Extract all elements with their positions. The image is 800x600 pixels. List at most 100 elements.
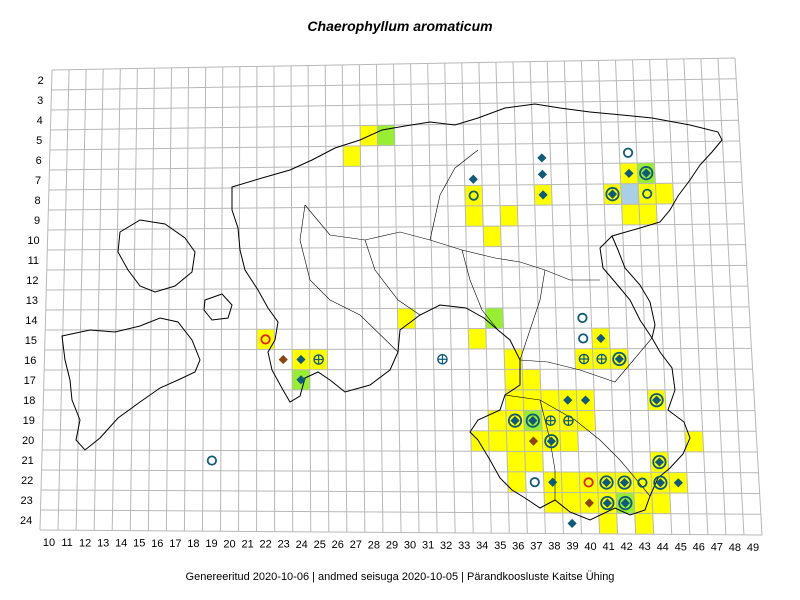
diamond-symbol [601, 477, 612, 488]
marker-ringdiamond [612, 351, 627, 367]
marker-ringdiamond [618, 496, 633, 511]
column-label: 45 [675, 541, 687, 553]
diamond-symbol [528, 436, 539, 446]
grid-line-vertical [129, 68, 138, 531]
grid-cell-35-19 [488, 410, 507, 431]
column-label: 16 [151, 538, 163, 550]
ring-symbol [649, 393, 664, 408]
diamond-symbol [296, 354, 306, 365]
ring-symbol [578, 333, 589, 344]
grid-line-vertical [307, 65, 312, 532]
grid-line-vertical [375, 64, 384, 533]
marker-ringdiamond [600, 495, 615, 511]
grid-line-vertical [563, 60, 582, 534]
ring-symbol [652, 454, 667, 470]
row-label: 15 [25, 335, 37, 347]
grid-line-vertical [111, 68, 121, 531]
grid-cell-36-21 [507, 451, 526, 472]
diamond-symbol [614, 354, 624, 364]
marker-diamond [673, 478, 683, 488]
diamond-symbol [652, 395, 662, 405]
marker-diamond [538, 190, 548, 200]
column-label: 37 [530, 540, 542, 552]
column-label: 25 [314, 539, 326, 551]
grid-cell-38-23 [544, 492, 563, 514]
column-label: 10 [43, 537, 55, 549]
grid-line-vertical [341, 64, 348, 533]
column-label: 21 [241, 538, 253, 550]
grid-line-vertical [478, 62, 492, 534]
county-borders [299, 149, 653, 500]
grid-line-vertical [700, 58, 727, 535]
occurrence-cells [256, 125, 704, 535]
grid-line-horizontal [42, 449, 758, 453]
diamond-symbol [546, 436, 556, 446]
diamond-symbol [619, 477, 630, 488]
ring-symbol [622, 147, 634, 158]
grid-cell-27-6 [343, 145, 361, 167]
column-label: 23 [278, 539, 290, 551]
grid-line-vertical [495, 62, 510, 534]
marker-ring [468, 190, 479, 201]
marker-diamondbrown [528, 436, 539, 446]
grid-cell-43-23 [633, 492, 653, 514]
marker-cross [545, 415, 556, 426]
grid-line-vertical [393, 63, 402, 533]
grid-line-vertical [75, 69, 87, 531]
grid-line-horizontal [49, 140, 740, 151]
grid-line-vertical [546, 61, 564, 534]
column-label: 48 [729, 542, 741, 554]
column-label: 28 [368, 539, 380, 551]
diamond-symbol [538, 190, 548, 200]
grid-line-horizontal [40, 509, 761, 515]
grid-cell-44-23 [651, 493, 671, 514]
diamond-symbol [537, 169, 548, 179]
grid-cell-40-22 [579, 472, 598, 493]
grid-cell-37-21 [524, 451, 544, 472]
grid-cell-46-20 [684, 431, 704, 452]
grid-line-vertical [273, 66, 276, 532]
marker-diamond [296, 375, 306, 385]
marker-diamond [596, 333, 606, 344]
grid-line-horizontal [44, 368, 753, 371]
column-label: 32 [440, 540, 452, 552]
ring-symbol [599, 475, 614, 490]
column-label: 47 [711, 542, 723, 554]
marker-ring [206, 455, 217, 466]
grid-line-horizontal [49, 161, 741, 171]
grid-cell-44-9 [639, 204, 658, 225]
grid-line-vertical [201, 67, 207, 532]
marker-ringred [583, 477, 594, 488]
marker-diamond [548, 477, 558, 487]
column-label: 44 [657, 541, 669, 553]
grid-line-horizontal [45, 327, 751, 331]
grid-line-horizontal [47, 223, 745, 231]
grid-cell-36-16 [504, 348, 523, 370]
column-label: 40 [584, 541, 596, 553]
ring-symbol [637, 477, 648, 488]
column-label: 12 [79, 537, 91, 549]
grid-line-vertical [461, 62, 474, 534]
grid-line-vertical [666, 59, 691, 535]
grid-cell-36-17 [504, 369, 523, 390]
column-label: 31 [422, 540, 434, 552]
column-labels: 10 11 12 13 14 15 16 17 18 19 20 21 22 23 24 25 26 27 28 29… [43, 537, 759, 554]
grid-line-vertical [529, 61, 546, 534]
map-footer: Genereeritud 2020-10-06 | andmed seisuga… [185, 571, 615, 583]
marker-ring [637, 477, 648, 488]
grid-cell-43-9 [621, 204, 640, 225]
marker-ring [577, 312, 588, 323]
marker-ringdiamond [507, 413, 523, 428]
grid-line-horizontal [41, 489, 760, 495]
ring-symbol [260, 334, 271, 345]
marker-diamond [296, 354, 306, 365]
grid-line-horizontal [47, 244, 746, 251]
diamond-symbol [654, 457, 665, 467]
marker-ring [622, 147, 634, 158]
row-label: 12 [26, 275, 38, 287]
grid-cell-40-19 [577, 410, 596, 431]
marker-diamondbrown [278, 354, 288, 365]
row-label: 22 [21, 475, 33, 487]
ring-symbol [618, 496, 633, 511]
